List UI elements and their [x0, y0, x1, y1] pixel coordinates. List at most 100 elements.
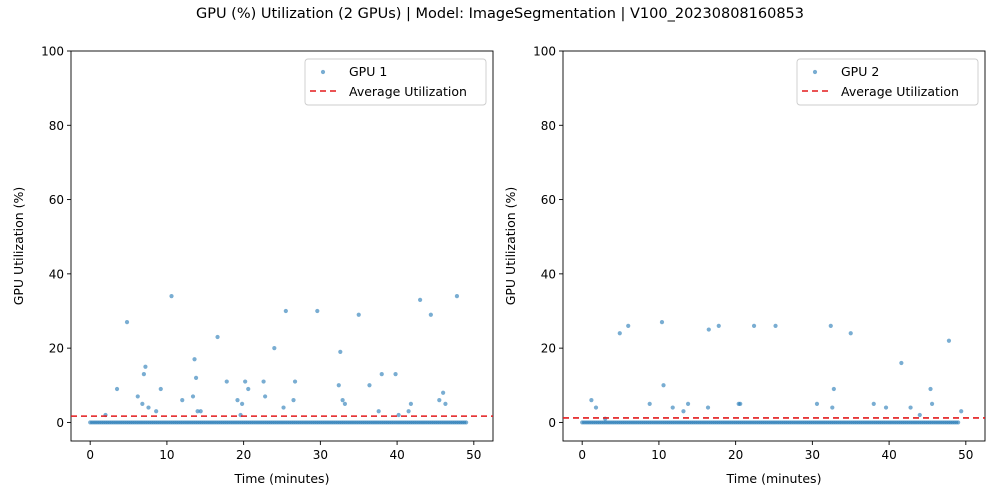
data-point	[871, 401, 876, 406]
data-point	[154, 409, 159, 414]
data-point	[738, 401, 743, 406]
data-point	[929, 401, 935, 406]
data-point	[956, 420, 961, 425]
data-point	[315, 308, 320, 314]
data-point	[114, 386, 120, 392]
y-tick-label: 40	[49, 267, 64, 281]
plot-frame	[562, 50, 986, 442]
data-point	[124, 320, 130, 325]
data-point	[215, 334, 220, 340]
data-point	[336, 383, 341, 388]
x-axis-label: Time (minutes)	[234, 471, 330, 486]
data-point	[135, 394, 140, 399]
data-point	[617, 331, 622, 336]
data-point	[140, 401, 145, 406]
data-point	[661, 383, 666, 388]
data-point	[959, 409, 964, 414]
y-tick-label: 0	[56, 416, 64, 430]
y-tick-label: 0	[548, 416, 556, 430]
data-point	[773, 323, 778, 328]
data-point	[272, 346, 277, 351]
data-point	[192, 357, 197, 362]
data-point	[908, 405, 913, 410]
data-point	[418, 297, 423, 302]
chart-panel-gpu-2: 0 10 20 30 40 50 0 20 40 60 80 100 Time (minutes) GPU…	[503, 45, 986, 486]
y-axis-label: GPU Utilization (%)	[503, 187, 518, 306]
x-tick-label: 50	[466, 448, 481, 462]
data-point	[428, 312, 433, 317]
x-tick-label: 10	[651, 448, 666, 462]
y-tick-label: 20	[49, 342, 64, 356]
x-tick-label: 30	[313, 448, 328, 462]
data-point	[340, 398, 345, 403]
legend-label-average: Average Utilization	[349, 84, 467, 99]
data-point	[338, 349, 343, 354]
y-tick-label: 100	[41, 45, 64, 59]
x-tick-label: 10	[159, 448, 174, 462]
data-point	[464, 420, 469, 425]
chart-panel-gpu-1: 0 10 20 30 40 50 0 20 40 60 80 100 Time (minutes) GPU…	[11, 45, 494, 486]
legend-marker-scatter	[320, 69, 326, 75]
data-point	[406, 409, 411, 414]
x-tick-label: 40	[881, 448, 896, 462]
x-tick-label: 20	[236, 448, 251, 462]
data-point	[180, 398, 185, 403]
data-point	[146, 405, 151, 410]
data-point	[141, 372, 146, 377]
legend-label-average: Average Utilization	[841, 84, 959, 99]
data-point	[593, 405, 599, 410]
data-point	[190, 394, 196, 399]
data-point	[291, 398, 296, 403]
data-point	[292, 379, 298, 384]
data-point	[240, 401, 245, 406]
y-tick-label: 60	[49, 193, 64, 207]
x-tick-label: 0	[86, 448, 94, 462]
data-point	[814, 401, 820, 406]
data-point	[670, 405, 675, 410]
y-tick-label: 20	[541, 342, 556, 356]
data-point	[243, 379, 248, 384]
data-point	[443, 401, 448, 406]
plot-frame	[70, 50, 494, 442]
data-point	[342, 401, 348, 406]
data-point	[198, 409, 203, 414]
data-point	[224, 379, 229, 384]
data-point	[917, 412, 922, 418]
data-point	[647, 401, 652, 406]
legend-label-series: GPU 1	[349, 64, 387, 79]
data-point	[376, 409, 381, 414]
data-point	[928, 386, 933, 392]
legend-label-series: GPU 2	[841, 64, 879, 79]
data-point	[246, 386, 251, 392]
data-point	[659, 320, 665, 325]
data-point	[193, 375, 199, 380]
data-point	[751, 323, 757, 328]
x-tick-label: 40	[389, 448, 404, 462]
x-tick-label: 50	[958, 448, 973, 462]
y-tick-label: 60	[541, 193, 556, 207]
figure-title: GPU (%) Utilization (2 GPUs) | Model: Im…	[195, 6, 805, 22]
data-point	[830, 405, 835, 410]
data-point	[589, 398, 594, 403]
data-point	[356, 312, 361, 317]
data-point	[235, 398, 240, 403]
data-point	[681, 409, 686, 414]
data-point	[158, 386, 163, 392]
data-point	[441, 390, 446, 395]
legend-box	[304, 58, 487, 106]
data-point	[716, 323, 721, 328]
y-tick-label: 40	[541, 267, 556, 281]
data-point	[828, 323, 833, 328]
x-tick-label: 30	[805, 448, 820, 462]
y-tick-label: 80	[541, 119, 556, 133]
x-tick-label: 20	[728, 448, 743, 462]
data-point	[408, 401, 414, 406]
data-point	[195, 409, 200, 414]
data-point	[367, 383, 372, 388]
data-point	[899, 360, 904, 366]
data-point	[626, 323, 631, 328]
data-point	[393, 372, 398, 377]
data-point	[685, 401, 691, 406]
x-axis-label: Time (minutes)	[726, 471, 822, 486]
data-point	[437, 398, 442, 403]
